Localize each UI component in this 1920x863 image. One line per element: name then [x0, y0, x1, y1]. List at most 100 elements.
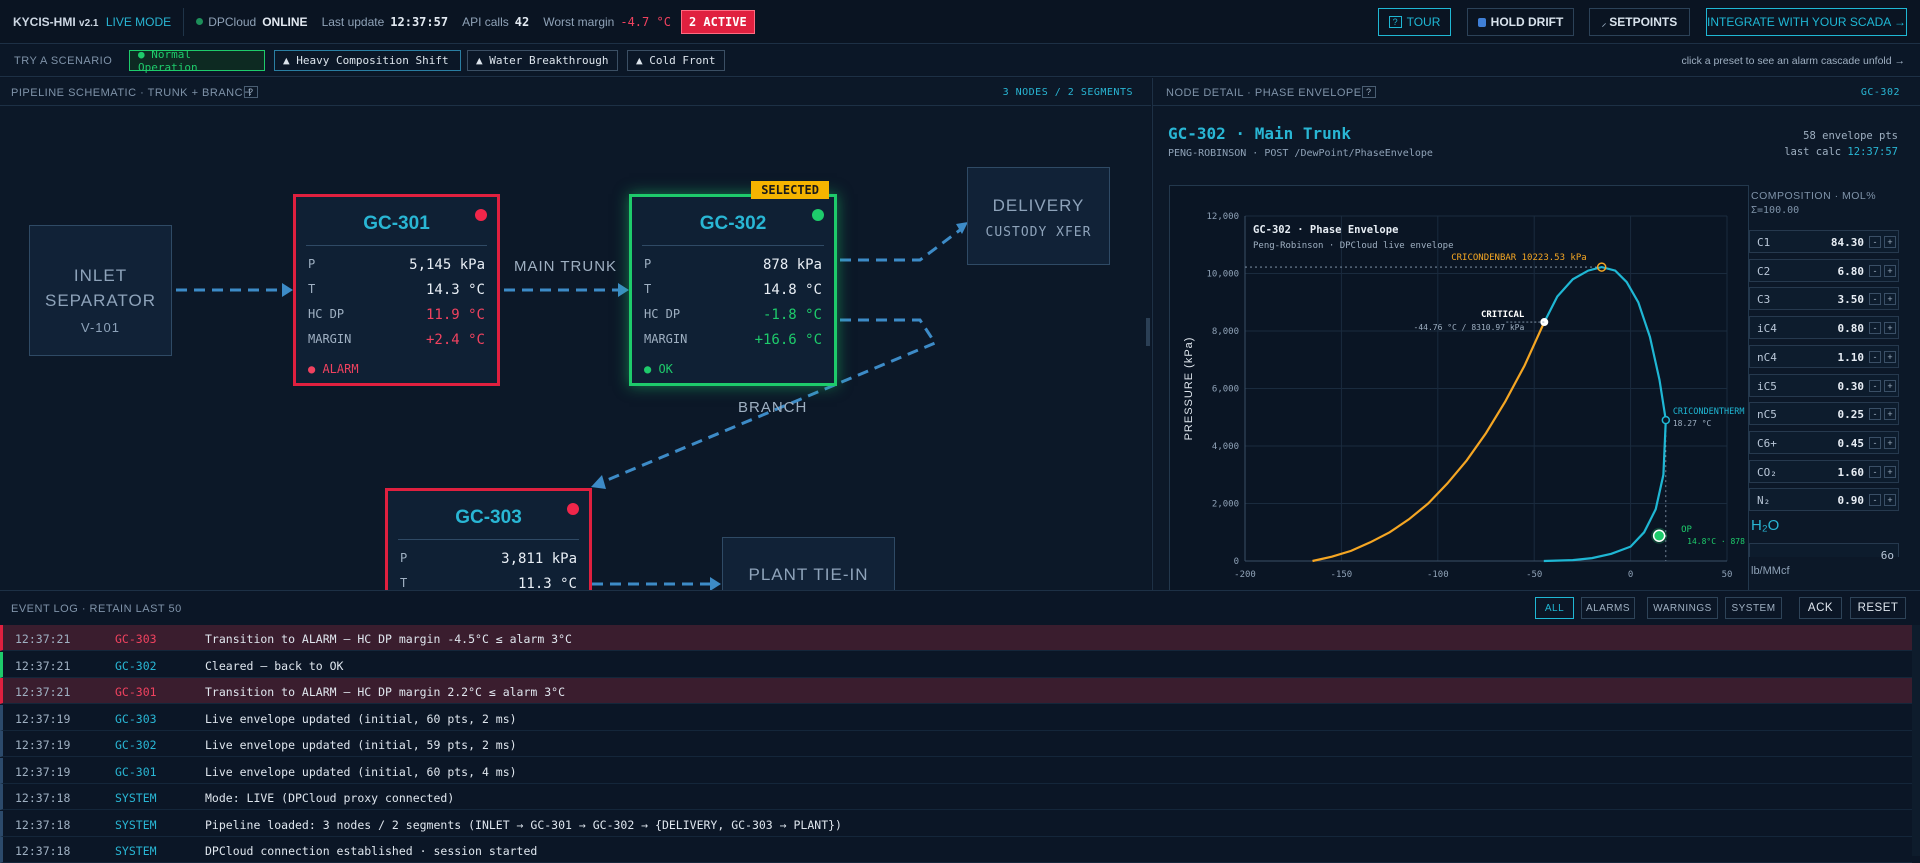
delivery-node[interactable]: DELIVERY CUSTODY XFER — [967, 167, 1110, 265]
log-row[interactable]: 12:37:21 GC-302 Cleared — back to OK — [0, 651, 1912, 678]
composition-row[interactable]: iC5 0.30- + — [1749, 373, 1899, 397]
decrement-button[interactable]: - — [1869, 465, 1881, 478]
composition-row[interactable]: C6+ 0.45- + — [1749, 430, 1899, 454]
decrement-button[interactable]: - — [1869, 494, 1881, 507]
y-tick-label: 4,000 — [1212, 442, 1239, 452]
ack-button[interactable]: ACK — [1799, 597, 1842, 619]
decrement-button[interactable]: - — [1869, 293, 1881, 306]
help-icon[interactable]: ? — [244, 86, 258, 98]
composition-row[interactable]: C1 84.30- + — [1749, 230, 1899, 253]
log-row[interactable]: 12:37:18 SYSTEM Pipeline loaded: 3 nodes /… — [0, 810, 1912, 837]
gc-302-pressure: 878 kPa — [762, 257, 822, 273]
main-trunk-label: MAIN TRUNK — [514, 258, 618, 275]
tour-button[interactable]: ? TOUR — [1378, 8, 1451, 36]
temperature-label: T — [400, 576, 408, 590]
composition-row[interactable]: C3 3.50- + — [1749, 287, 1899, 311]
increment-button[interactable]: + — [1884, 436, 1896, 449]
integrate-scada-button[interactable]: INTEGRATE WITH YOUR SCADA → — [1706, 8, 1907, 36]
gc-301-pressure: 5,145 kPa — [409, 257, 485, 273]
increment-button[interactable]: + — [1884, 236, 1896, 248]
decrement-button[interactable]: - — [1869, 236, 1881, 248]
filter-system-button[interactable]: SYSTEM — [1725, 597, 1782, 619]
log-time: 12:37:18 — [15, 817, 71, 832]
divider — [183, 7, 185, 36]
reset-button[interactable]: RESET — [1850, 597, 1906, 619]
plant-tie-in-node[interactable]: PLANT TIE-IN — [722, 537, 895, 590]
increment-button[interactable]: + — [1884, 264, 1896, 277]
component-value[interactable]: 1.60 — [1837, 465, 1865, 479]
panel-resize-handle[interactable] — [1146, 318, 1150, 346]
decrement-button[interactable]: - — [1869, 436, 1881, 449]
increment-button[interactable]: + — [1884, 408, 1896, 421]
scenario-heavy-composition-shift[interactable]: ▲ Heavy Composition Shift — [274, 50, 461, 71]
increment-button[interactable]: + — [1884, 494, 1896, 507]
scenario-water-breakthrough[interactable]: ▲ Water Breakthrough — [467, 50, 618, 71]
decrement-button[interactable]: - — [1869, 350, 1881, 363]
cloud-label: DPCloud — [208, 14, 257, 29]
decrement-button[interactable]: - — [1869, 379, 1881, 392]
increment-button[interactable]: + — [1884, 293, 1896, 306]
composition-row[interactable]: C2 6.80- + — [1749, 258, 1899, 282]
integrate-label: INTEGRATE WITH YOUR SCADA → — [1707, 15, 1906, 29]
log-row[interactable]: 12:37:19 GC-301 Live envelope updated (ini… — [0, 757, 1912, 784]
decrement-button[interactable]: - — [1869, 264, 1881, 277]
component-value[interactable]: 0.45 — [1837, 436, 1865, 450]
log-row[interactable]: 12:37:18 SYSTEM DPCloud connection establi… — [0, 837, 1912, 863]
log-scrollbar[interactable] — [1912, 625, 1920, 856]
composition-row[interactable]: nC4 1.10- + — [1749, 344, 1899, 368]
delivery-label: DELIVERY — [992, 196, 1085, 215]
help-icon: ? — [1388, 16, 1402, 28]
composition-row[interactable]: iC4 0.80- + — [1749, 316, 1899, 340]
log-source: SYSTEM — [115, 791, 157, 805]
envelope-bubble-line — [1312, 321, 1546, 563]
composition-row[interactable]: CO₂ 1.60- + — [1749, 459, 1899, 483]
log-row[interactable]: 12:37:21 GC-301 Transition to ALARM — HC D… — [0, 678, 1912, 704]
filter-warnings-button[interactable]: WARNINGS — [1647, 597, 1718, 619]
filter-alarms-button[interactable]: ALARMS — [1581, 597, 1635, 619]
hcdp-label: HC DP — [308, 307, 345, 321]
increment-button[interactable]: + — [1884, 379, 1896, 392]
filter-all-button[interactable]: ALL — [1535, 597, 1574, 619]
hold-drift-button[interactable]: HOLD DRIFT — [1467, 8, 1574, 36]
gc-302-margin-row: MARGIN +16.6 °C — [644, 332, 822, 352]
gc-301-status: ● ALARM — [308, 362, 359, 376]
decrement-button[interactable]: - — [1869, 408, 1881, 421]
increment-button[interactable]: + — [1884, 350, 1896, 363]
component-value[interactable]: 84.30 — [1830, 236, 1864, 249]
gc-302-node[interactable]: SELECTED GC-302 P 878 kPa T 14.8 °C HC DP -… — [629, 181, 837, 386]
log-row[interactable]: 12:37:19 GC-302 Live envelope updated (ini… — [0, 731, 1912, 757]
increment-button[interactable]: + — [1884, 322, 1896, 335]
gc-301-node[interactable]: GC-301 P 5,145 kPa T 14.3 °C HC DP 11.9 °C … — [293, 194, 500, 386]
decrement-button[interactable]: - — [1869, 322, 1881, 335]
increment-button[interactable]: + — [1884, 465, 1896, 478]
setpoints-button[interactable]: ⸝ SETPOINTS — [1589, 8, 1690, 36]
scenario-cold-front[interactable]: ▲ Cold Front — [627, 50, 725, 71]
gc-303-node[interactable]: GC-303 P 3,811 kPa T 11.3 °C — [385, 488, 592, 590]
log-row[interactable]: 12:37:21 GC-303 Transition to ALARM — HC D… — [0, 625, 1912, 651]
composition-row[interactable]: N₂ 0.90- + — [1749, 488, 1899, 512]
log-row[interactable]: 12:37:19 GC-303 Live envelope updated (ini… — [0, 704, 1912, 731]
help-icon[interactable]: ? — [1362, 86, 1376, 98]
alarm-dot-icon — [475, 209, 487, 221]
component-value[interactable]: 0.80 — [1837, 322, 1865, 336]
component-value[interactable]: 3.50 — [1837, 293, 1865, 307]
component-value[interactable]: 0.25 — [1837, 408, 1865, 422]
detail-title: NODE DETAIL · PHASE ENVELOPE — [1166, 87, 1362, 99]
component-value[interactable]: 0.30 — [1837, 379, 1865, 393]
composition-row[interactable]: nC5 0.25- + — [1749, 402, 1899, 426]
log-row[interactable]: 12:37:18 SYSTEM Mode: LIVE (DPCloud proxy … — [0, 784, 1912, 810]
operating-point-marker — [1652, 529, 1666, 543]
inlet-separator-node[interactable]: INLET SEPARATOR V-101 — [29, 225, 172, 356]
h2o-input[interactable]: 6o — [1749, 543, 1899, 562]
active-alarms-badge[interactable]: 2 ACTIVE — [680, 9, 755, 34]
arrow-icon — [618, 283, 629, 297]
composition-title: COMPOSITION · MOL% — [1751, 190, 1877, 202]
component-value[interactable]: 0.90 — [1837, 494, 1865, 508]
scenario-normal-operation[interactable]: ● Normal Operation — [129, 48, 265, 74]
h2o-value: 6o — [1880, 549, 1894, 562]
component-value[interactable]: 6.80 — [1837, 264, 1865, 278]
component-value[interactable]: 1.10 — [1837, 350, 1865, 364]
pipeline-schematic-panel: PIPELINE SCHEMATIC · TRUNK + BRANCH ? 3 … — [0, 78, 1151, 590]
log-message: Live envelope updated (initial, 60 pts, … — [205, 711, 517, 726]
log-time: 12:37:19 — [15, 764, 71, 779]
